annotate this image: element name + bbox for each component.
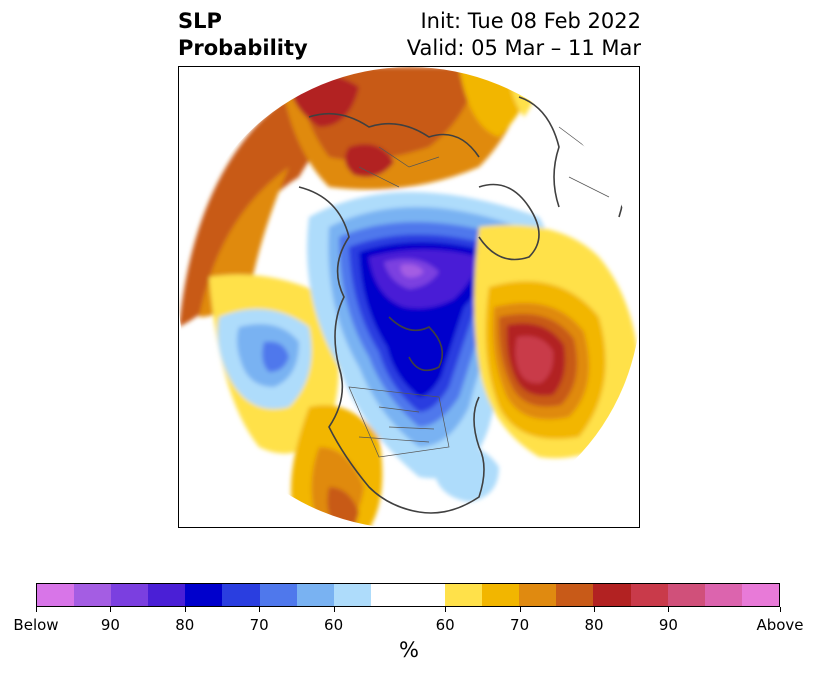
colorbar-segment (704, 584, 742, 606)
colorbar-segment (185, 584, 223, 606)
colorbar-segment (37, 584, 75, 606)
colorbar-segment (296, 584, 334, 606)
colorbar-tick-label: 70 (249, 616, 269, 634)
map-title: SLP Probability (178, 8, 308, 62)
colorbar-tick-label: Above (756, 616, 804, 634)
colorbar-segment (445, 584, 483, 606)
colorbar-tick-mark (36, 607, 37, 612)
colorbar-segment (259, 584, 297, 606)
colorbar-segment (111, 584, 149, 606)
colorbar-tick-label: 80 (175, 616, 195, 634)
colorbar-tick-label: 60 (435, 616, 455, 634)
colorbar-segment (519, 584, 557, 606)
init-date: Init: Tue 08 Feb 2022 (420, 9, 641, 33)
colorbar-tick-mark (594, 607, 595, 612)
colorbar-segment (148, 584, 186, 606)
title-line-variable: SLP (178, 9, 222, 33)
colorbar-segment (74, 584, 112, 606)
colorbar-segment (667, 584, 705, 606)
colorbar-tick-label: Below (13, 616, 59, 634)
colorbar-segment (482, 584, 520, 606)
colorbar-tick-mark (519, 607, 521, 612)
valid-range: Valid: 05 Mar – 11 Mar (406, 36, 641, 60)
colorbar-tick-mark (780, 607, 781, 612)
colorbar-tick-label: 60 (324, 616, 344, 634)
title-line-type: Probability (178, 36, 308, 60)
forecast-dates: Init: Tue 08 Feb 2022 Valid: 05 Mar – 11… (407, 8, 641, 62)
colorbar-tick-label: 90 (658, 616, 678, 634)
coastlines (298, 86, 625, 514)
colorbar-tick-mark (668, 607, 670, 612)
colorbar-tick-mark (445, 607, 447, 612)
colorbar-tick-mark (110, 607, 112, 612)
colorbar-tick-label: 90 (100, 616, 120, 634)
colorbar-segment (222, 584, 260, 606)
colorbar-segment (630, 584, 668, 606)
colorbar-tick-mark (184, 607, 186, 612)
colorbar-segment (370, 584, 446, 606)
probability-colorbar (36, 583, 780, 607)
colorbar-tick-label: 70 (510, 616, 530, 634)
colorbar-tick-mark (259, 607, 261, 612)
probability-map (179, 67, 639, 527)
map-panel (178, 66, 640, 528)
colorbar-unit: % (399, 638, 419, 662)
colorbar-segment (593, 584, 631, 606)
colorbar-segment (333, 584, 371, 606)
colorbar-tick-label: 80 (584, 616, 604, 634)
colorbar-segment (741, 584, 779, 606)
colorbar-tick-mark (333, 607, 335, 612)
colorbar-segment (556, 584, 594, 606)
